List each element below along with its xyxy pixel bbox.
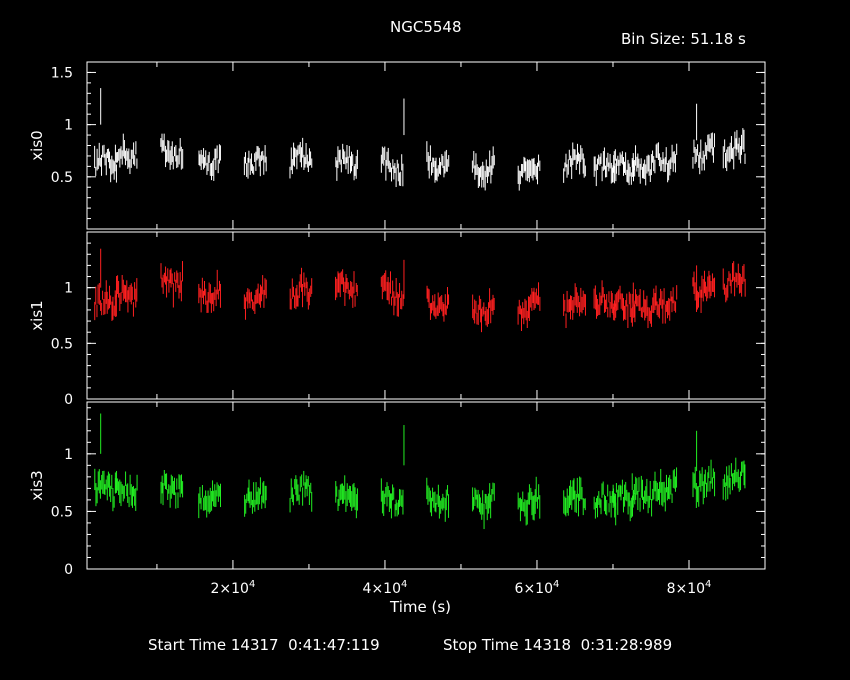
y-axis-label-xis1: xis1 (28, 300, 46, 330)
chart-title: NGC5548 (390, 18, 462, 36)
panel-frame-xis0 (86, 61, 766, 230)
y-axis-label-xis3: xis3 (28, 470, 46, 500)
x-tick-label: 8×104 (667, 579, 712, 597)
y-tick-label-xis0: 1.5 (51, 65, 73, 81)
start-time-label: Start Time 14317 0:41:47:119 (148, 636, 380, 654)
bin-size-label: Bin Size: 51.18 s (621, 30, 746, 48)
panel-frame-xis3 (86, 401, 766, 570)
x-tick-label: 6×104 (515, 579, 560, 597)
y-tick-label-xis3: 0.5 (51, 504, 73, 520)
x-axis-label: Time (s) (390, 598, 451, 616)
y-tick-label-xis3: 1 (64, 447, 73, 463)
y-tick-label-xis0: 1 (64, 118, 73, 134)
y-tick-label-xis1: 0 (64, 392, 73, 408)
stop-time-label: Stop Time 14318 0:31:28:989 (443, 636, 673, 654)
y-tick-label-xis3: 0 (64, 562, 73, 578)
x-tick-label: 2×104 (211, 579, 256, 597)
y-tick-label-xis0: 0.5 (51, 170, 73, 186)
y-tick-label-xis1: 1 (64, 281, 73, 297)
x-tick-label: 4×104 (363, 579, 408, 597)
y-axis-label-xis0: xis0 (28, 130, 46, 160)
y-tick-label-xis1: 0.5 (51, 336, 73, 352)
panel-frame-xis1 (86, 231, 766, 400)
